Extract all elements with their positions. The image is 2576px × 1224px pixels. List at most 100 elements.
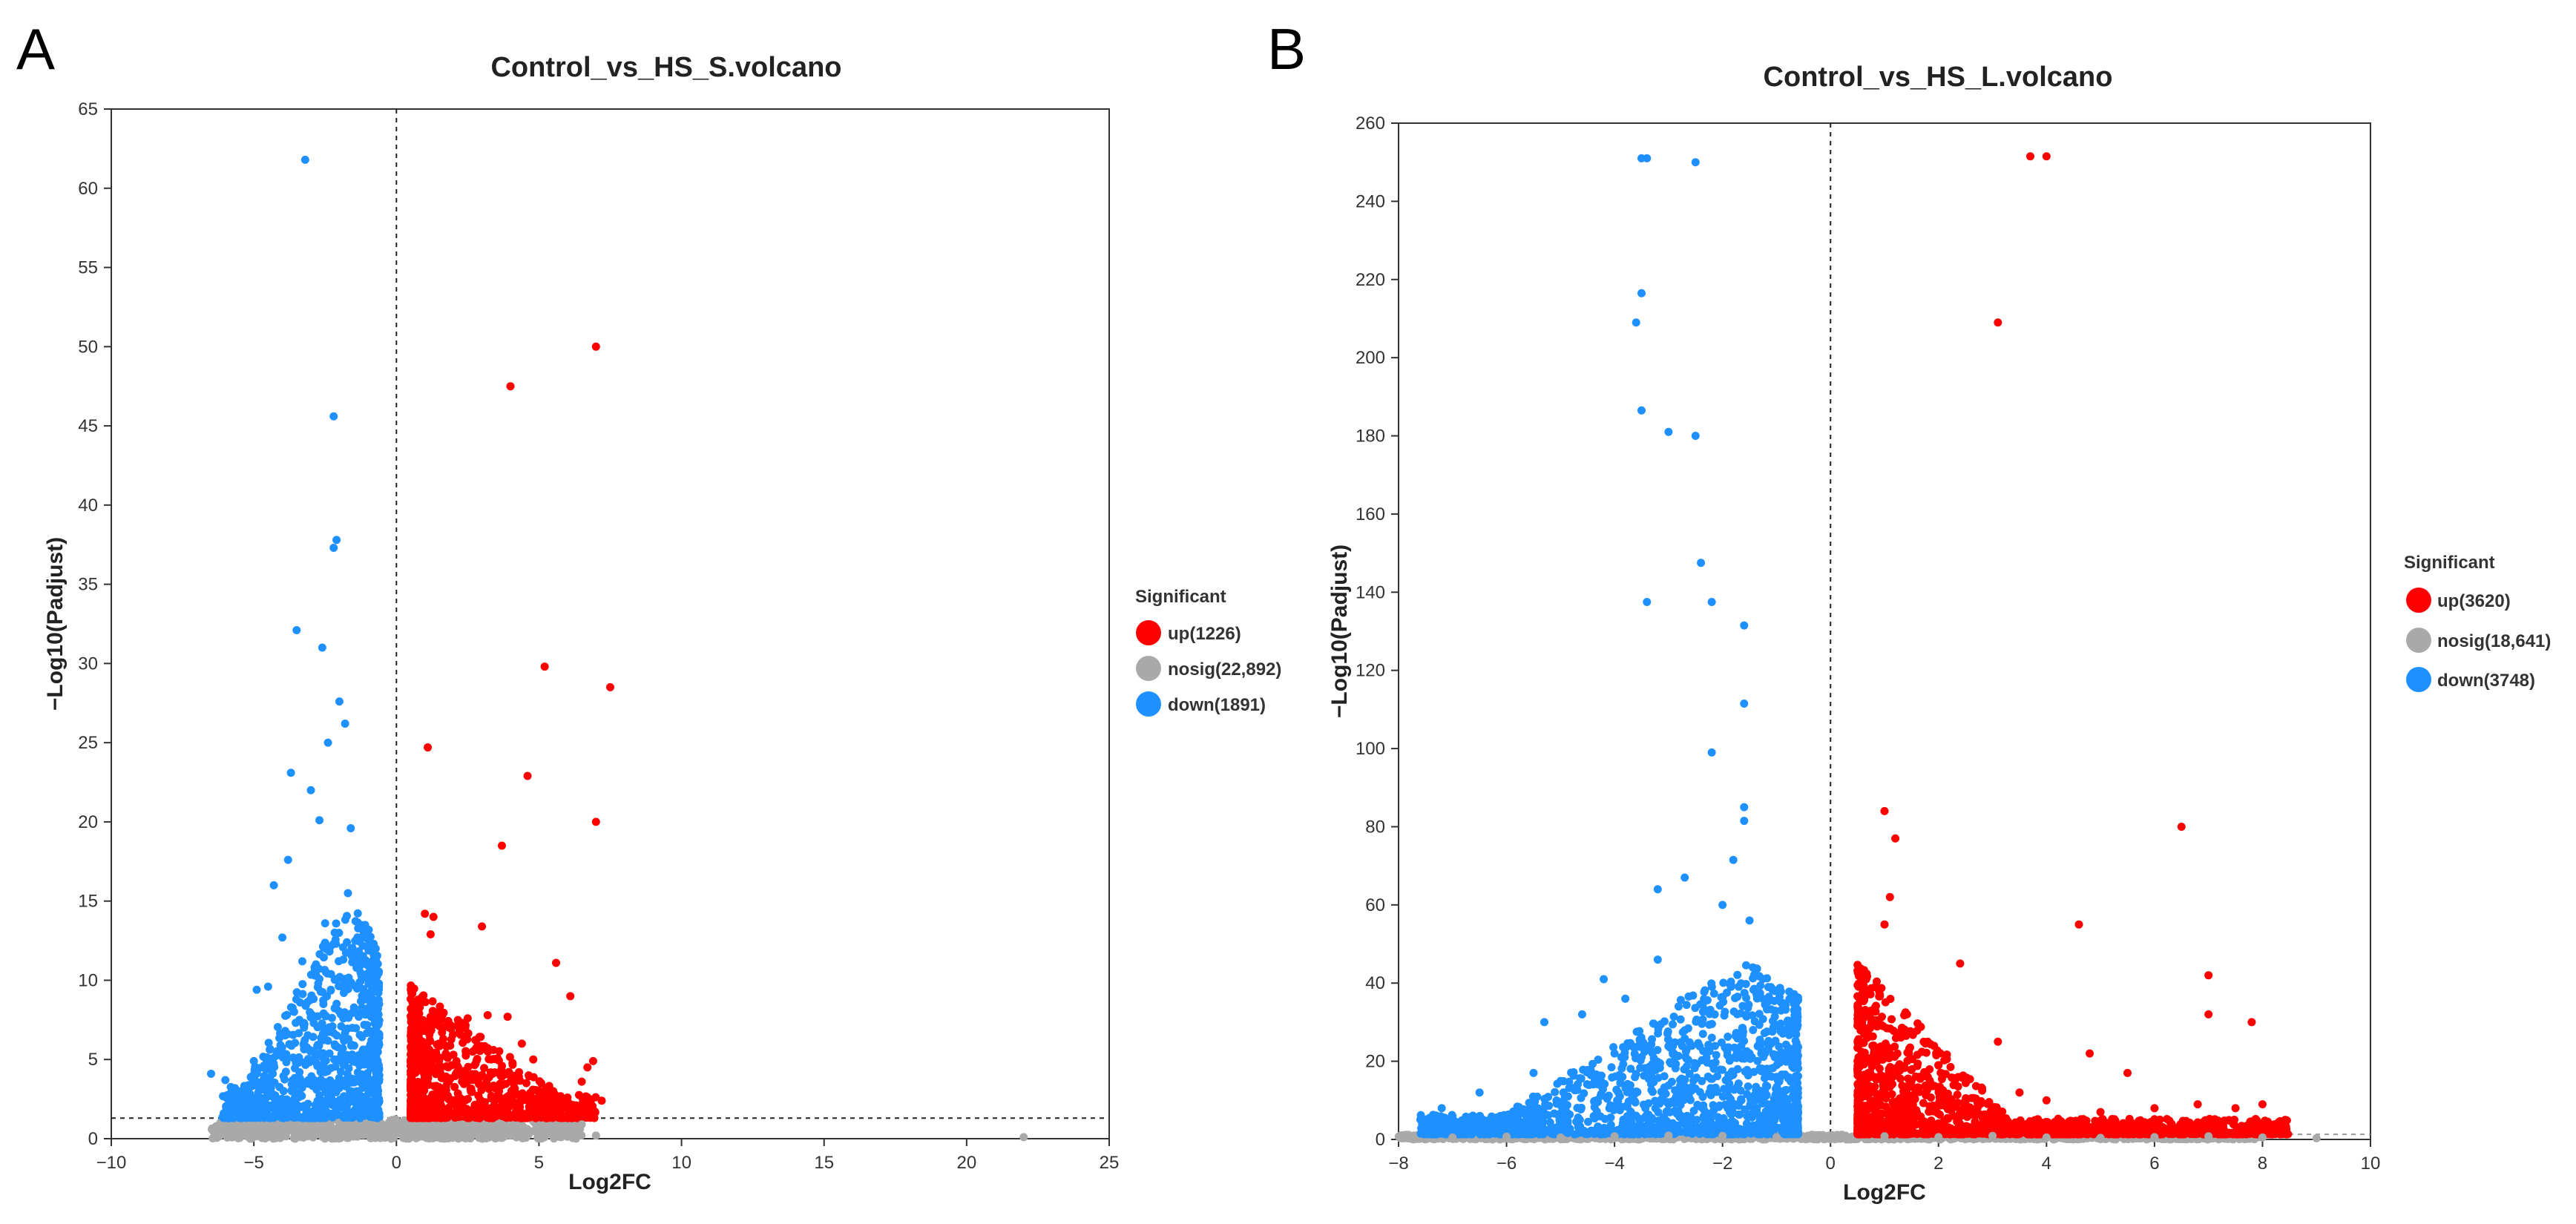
point-up-a — [513, 1103, 522, 1112]
point-down-a — [352, 1109, 361, 1118]
x-axis-label-a: Log2FC — [568, 1170, 651, 1194]
y-tick-label-a: 50 — [78, 337, 98, 357]
point-up-a — [424, 743, 433, 752]
point-up-a — [429, 912, 438, 921]
point-up-a — [591, 817, 600, 826]
point-down-a — [354, 1088, 363, 1096]
point-down-a — [327, 1111, 336, 1119]
point-up-a — [522, 1079, 530, 1088]
point-down-a — [331, 1042, 340, 1050]
point-nosig-a — [392, 1128, 401, 1136]
point-down-a — [373, 1113, 382, 1122]
point-up-a — [466, 1071, 475, 1080]
legend-up-marker-a — [1136, 620, 1161, 645]
point-down-a — [329, 412, 338, 421]
point-up-a — [494, 1056, 503, 1065]
y-tick-label-a: 55 — [78, 258, 98, 278]
point-up-a — [435, 1061, 444, 1070]
point-up-a — [467, 1085, 476, 1093]
point-nosig-a — [534, 1128, 543, 1136]
point-down-a — [251, 1108, 260, 1116]
point-down-a — [352, 984, 361, 993]
legend-title-a: Significant — [1135, 587, 1226, 607]
point-down-a — [344, 1035, 353, 1044]
point-up-a — [551, 958, 560, 967]
point-down-a — [326, 1076, 335, 1085]
point-up-a — [444, 1106, 453, 1115]
point-down-a — [335, 973, 344, 981]
point-nosig-b — [1812, 1134, 1821, 1143]
point-down-a — [335, 697, 344, 706]
point-nosig-a — [372, 1129, 381, 1138]
point-down-a — [283, 1010, 292, 1019]
point-nosig-a — [489, 1128, 498, 1136]
point-up-a — [470, 1107, 479, 1116]
point-down-a — [306, 995, 315, 1004]
x-tick-label-b: 0 — [1826, 1154, 1836, 1174]
point-up-a — [588, 1056, 597, 1065]
point-up-a — [421, 909, 430, 918]
point-up-a — [568, 1113, 577, 1122]
point-up-a — [444, 1063, 453, 1072]
point-down-a — [249, 1079, 258, 1088]
point-nosig-a — [271, 1122, 280, 1131]
y-tick-label-a: 65 — [78, 99, 98, 119]
point-down-a — [335, 957, 344, 966]
point-nosig-a — [519, 1125, 528, 1134]
point-down-a — [339, 988, 348, 997]
point-up-a — [506, 1096, 515, 1105]
point-up-a — [412, 1109, 421, 1118]
point-down-a — [364, 1096, 372, 1105]
chart-title-b: Control_vs_HS_L.volcano — [1764, 62, 2113, 93]
point-down-a — [240, 1082, 249, 1090]
point-down-a — [366, 1051, 375, 1060]
point-up-a — [517, 1039, 526, 1048]
point-up-a — [415, 1009, 424, 1018]
point-down-a — [298, 980, 307, 989]
y-tick-label-a: 20 — [78, 812, 98, 832]
point-down-a — [273, 1110, 282, 1119]
point-nosig-a — [425, 1134, 434, 1143]
point-nosig-a — [407, 1122, 415, 1131]
y-tick-label-b: 220 — [1356, 270, 1385, 290]
point-up-a — [583, 1063, 592, 1072]
x-tick-label-b: 10 — [2361, 1154, 2381, 1174]
point-down-a — [369, 1080, 378, 1089]
y-tick-label-a: 45 — [78, 416, 98, 436]
points-a — [207, 155, 1028, 1143]
point-nosig-a — [1019, 1133, 1028, 1142]
point-down-a — [344, 889, 352, 898]
panel-a: A Control_vs_HS_S.volcano −10 −5 0 5 10 15 20 2… — [16, 16, 1281, 1194]
point-down-a — [341, 915, 349, 924]
point-down-a — [269, 881, 278, 889]
point-up-a — [409, 1079, 418, 1088]
point-down-a — [315, 1042, 323, 1050]
point-down-a — [329, 544, 338, 553]
point-down-a — [292, 1019, 300, 1027]
point-up-a — [461, 1047, 470, 1056]
point-up-a — [487, 1094, 496, 1103]
y-tick-label-b: 40 — [1365, 973, 1385, 993]
point-nosig-a — [469, 1129, 478, 1138]
legend-a: Significant up(1226) nosig(22,892) down(… — [1135, 587, 1281, 717]
point-up-a — [407, 1031, 415, 1040]
point-up-a — [540, 1099, 549, 1108]
point-nosig-a — [478, 1130, 487, 1139]
point-up-a — [497, 841, 506, 850]
point-nosig-a — [223, 1133, 231, 1142]
point-down-a — [273, 1022, 282, 1031]
point-down-a — [326, 942, 335, 951]
point-down-a — [371, 944, 380, 953]
point-down-a — [325, 1023, 334, 1032]
point-down-a — [323, 738, 332, 747]
point-nosig-a — [449, 1126, 458, 1135]
point-down-a — [358, 1007, 367, 1016]
point-down-a — [295, 1067, 304, 1076]
point-nosig-a — [263, 1120, 272, 1129]
point-down-a — [326, 985, 335, 994]
point-down-a — [332, 999, 341, 1008]
x-tick-label-b: −2 — [1712, 1154, 1732, 1174]
point-down-a — [271, 1091, 280, 1100]
point-nosig-a — [349, 1127, 358, 1136]
y-tick-label-a: 25 — [78, 733, 98, 753]
